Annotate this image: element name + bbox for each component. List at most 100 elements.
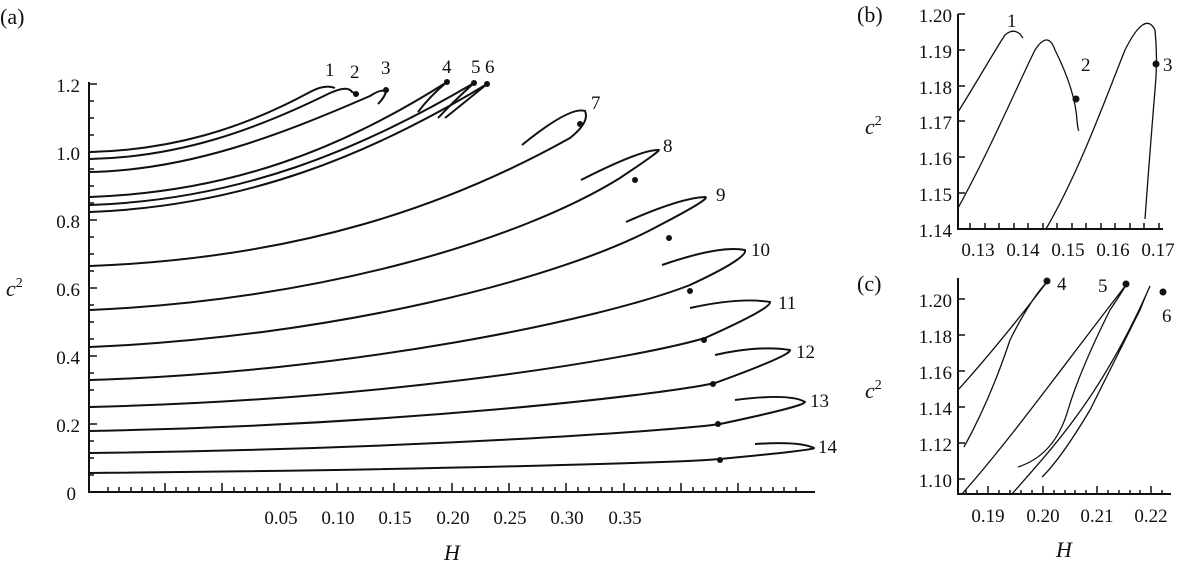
- curve-label: 9: [716, 185, 726, 206]
- markers-a: [353, 79, 723, 463]
- curve-label: 10: [751, 240, 770, 261]
- y-tick-label: 1.2: [56, 76, 80, 97]
- marker-dot: [1072, 95, 1080, 103]
- y-tick-label: 1.14: [919, 399, 953, 420]
- panel-a: (a): [0, 4, 838, 565]
- y-tick-label: 1.20: [919, 6, 952, 27]
- y-tick-label: 1.18: [919, 78, 952, 99]
- x-ticks: [107, 483, 797, 492]
- y-tick-label: 1.12: [919, 435, 952, 456]
- x-axis-title-c: H: [1055, 537, 1073, 562]
- y-ticks-c: [958, 298, 965, 480]
- y-tick-labels-c: 1.10 1.12 1.14 1.16 1.18 1.20: [919, 291, 953, 492]
- marker-dot: [632, 177, 638, 183]
- curve-label: 12: [796, 342, 815, 363]
- curve-label: 3: [381, 58, 391, 79]
- marker-dot: [666, 235, 672, 241]
- y-tick-label: 1.14: [919, 221, 953, 242]
- curve-labels-c: 4 5 6: [1057, 274, 1172, 327]
- y-tick-label: 1.19: [919, 42, 952, 63]
- y-tick-label: 0.6: [56, 280, 80, 301]
- x-tick-labels: 0.05 0.10 0.15 0.20 0.25 0.30 0.35: [264, 508, 641, 529]
- y-axis-title-c: c2: [865, 378, 882, 403]
- curve-label: 4: [1057, 274, 1067, 295]
- curves-c: [957, 281, 1151, 495]
- curve-label: 1: [325, 60, 335, 81]
- y-axis-title-b: c2: [865, 114, 882, 139]
- x-tick-label: 0.30: [550, 508, 583, 529]
- curve-labels-a: 1 2 3 4 5 6 7 8 9 10 11 12 13 14: [325, 57, 838, 458]
- x-tick-label: 0.14: [1006, 240, 1040, 261]
- x-axis-title: H: [443, 540, 461, 565]
- marker-dot: [577, 121, 583, 127]
- x-tick-labels-c: 0.19 0.20 0.21 0.22: [971, 506, 1167, 527]
- x-tick-label: 0.25: [493, 508, 526, 529]
- curves-a: [89, 81, 816, 474]
- y-tick-label: 1.18: [919, 327, 952, 348]
- y-tick-label: 1.16: [919, 149, 952, 170]
- x-tick-label: 0.15: [1051, 240, 1084, 261]
- y-tick-label: 1.10: [919, 471, 952, 492]
- curve-label: 4: [442, 57, 452, 78]
- marker-dot: [687, 288, 693, 294]
- marker-dot: [1159, 288, 1167, 296]
- y-tick-labels-b: 1.14 1.15 1.16 1.17 1.18 1.19 1.20: [919, 6, 953, 242]
- curve-label: 5: [1098, 276, 1108, 297]
- curve-label: 3: [1163, 55, 1173, 76]
- y-tick-label: 1.0: [56, 144, 80, 165]
- marker-dot: [444, 79, 450, 85]
- y-tick-label: 1.15: [919, 185, 952, 206]
- x-tick-label: 0.22: [1134, 506, 1167, 527]
- curves-b: [957, 22, 1158, 230]
- y-tick-label: 1.17: [919, 113, 952, 134]
- markers-b: [1072, 60, 1160, 103]
- panel-c-label: (c): [857, 271, 881, 296]
- curve-label: 1: [1007, 11, 1017, 32]
- x-tick-label: 0.13: [961, 240, 994, 261]
- marker-dot: [717, 457, 723, 463]
- curve-labels-b: 1 2 3: [1007, 11, 1173, 76]
- x-tick-label: 0.15: [378, 508, 411, 529]
- x-tick-label: 0.16: [1096, 240, 1129, 261]
- curve-label: 6: [1162, 306, 1172, 327]
- marker-dot: [710, 381, 716, 387]
- marker-dot: [353, 91, 359, 97]
- y-tick-label: 0: [67, 484, 77, 505]
- x-tick-label: 0.20: [436, 508, 469, 529]
- x-tick-label: 0.10: [321, 508, 354, 529]
- panel-b-label: (b): [857, 2, 883, 27]
- curve-label: 2: [350, 62, 360, 83]
- curve-label: 2: [1081, 55, 1091, 76]
- x-ticks-c: [965, 486, 1163, 494]
- y-ticks-b: [958, 13, 965, 230]
- x-tick-label: 0.19: [971, 506, 1004, 527]
- marker-dot: [471, 80, 477, 86]
- curve-label: 13: [810, 391, 829, 412]
- marker-dot: [1043, 277, 1051, 285]
- x-tick-labels-b: 0.13 0.14 0.15 0.16 0.17: [961, 240, 1174, 261]
- marker-dot: [715, 421, 721, 427]
- marker-dot: [701, 337, 707, 343]
- marker-dot: [1122, 280, 1130, 288]
- x-tick-label: 0.20: [1026, 506, 1059, 527]
- panel-b: (b) 1.14 1.15 1.16 1.17 1.18 1.19 1.20: [857, 2, 1175, 261]
- markers-c: [1043, 277, 1167, 296]
- y-tick-label: 0.8: [56, 212, 80, 233]
- panel-c: (c) 1.10 1.12 1.14 1.16 1.18 1.20: [857, 271, 1172, 562]
- marker-dot: [383, 87, 389, 93]
- marker-dot: [1152, 60, 1160, 68]
- y-tick-label: 1.20: [919, 291, 952, 312]
- x-tick-label: 0.17: [1141, 240, 1174, 261]
- x-tick-label: 0.21: [1080, 506, 1113, 527]
- curve-label: 11: [778, 293, 796, 314]
- x-tick-label: 0.05: [264, 508, 297, 529]
- curve-label: 6: [485, 57, 495, 78]
- y-tick-label: 1.16: [919, 363, 952, 384]
- curve-label: 7: [591, 93, 601, 114]
- y-axis-title: c2: [6, 276, 23, 301]
- curve-label: 5: [471, 57, 481, 78]
- y-tick-label: 0.4: [56, 348, 80, 369]
- y-tick-labels: 0 0.2 0.4 0.6 0.8 1.0 1.2: [56, 76, 80, 505]
- panel-a-label: (a): [0, 4, 24, 29]
